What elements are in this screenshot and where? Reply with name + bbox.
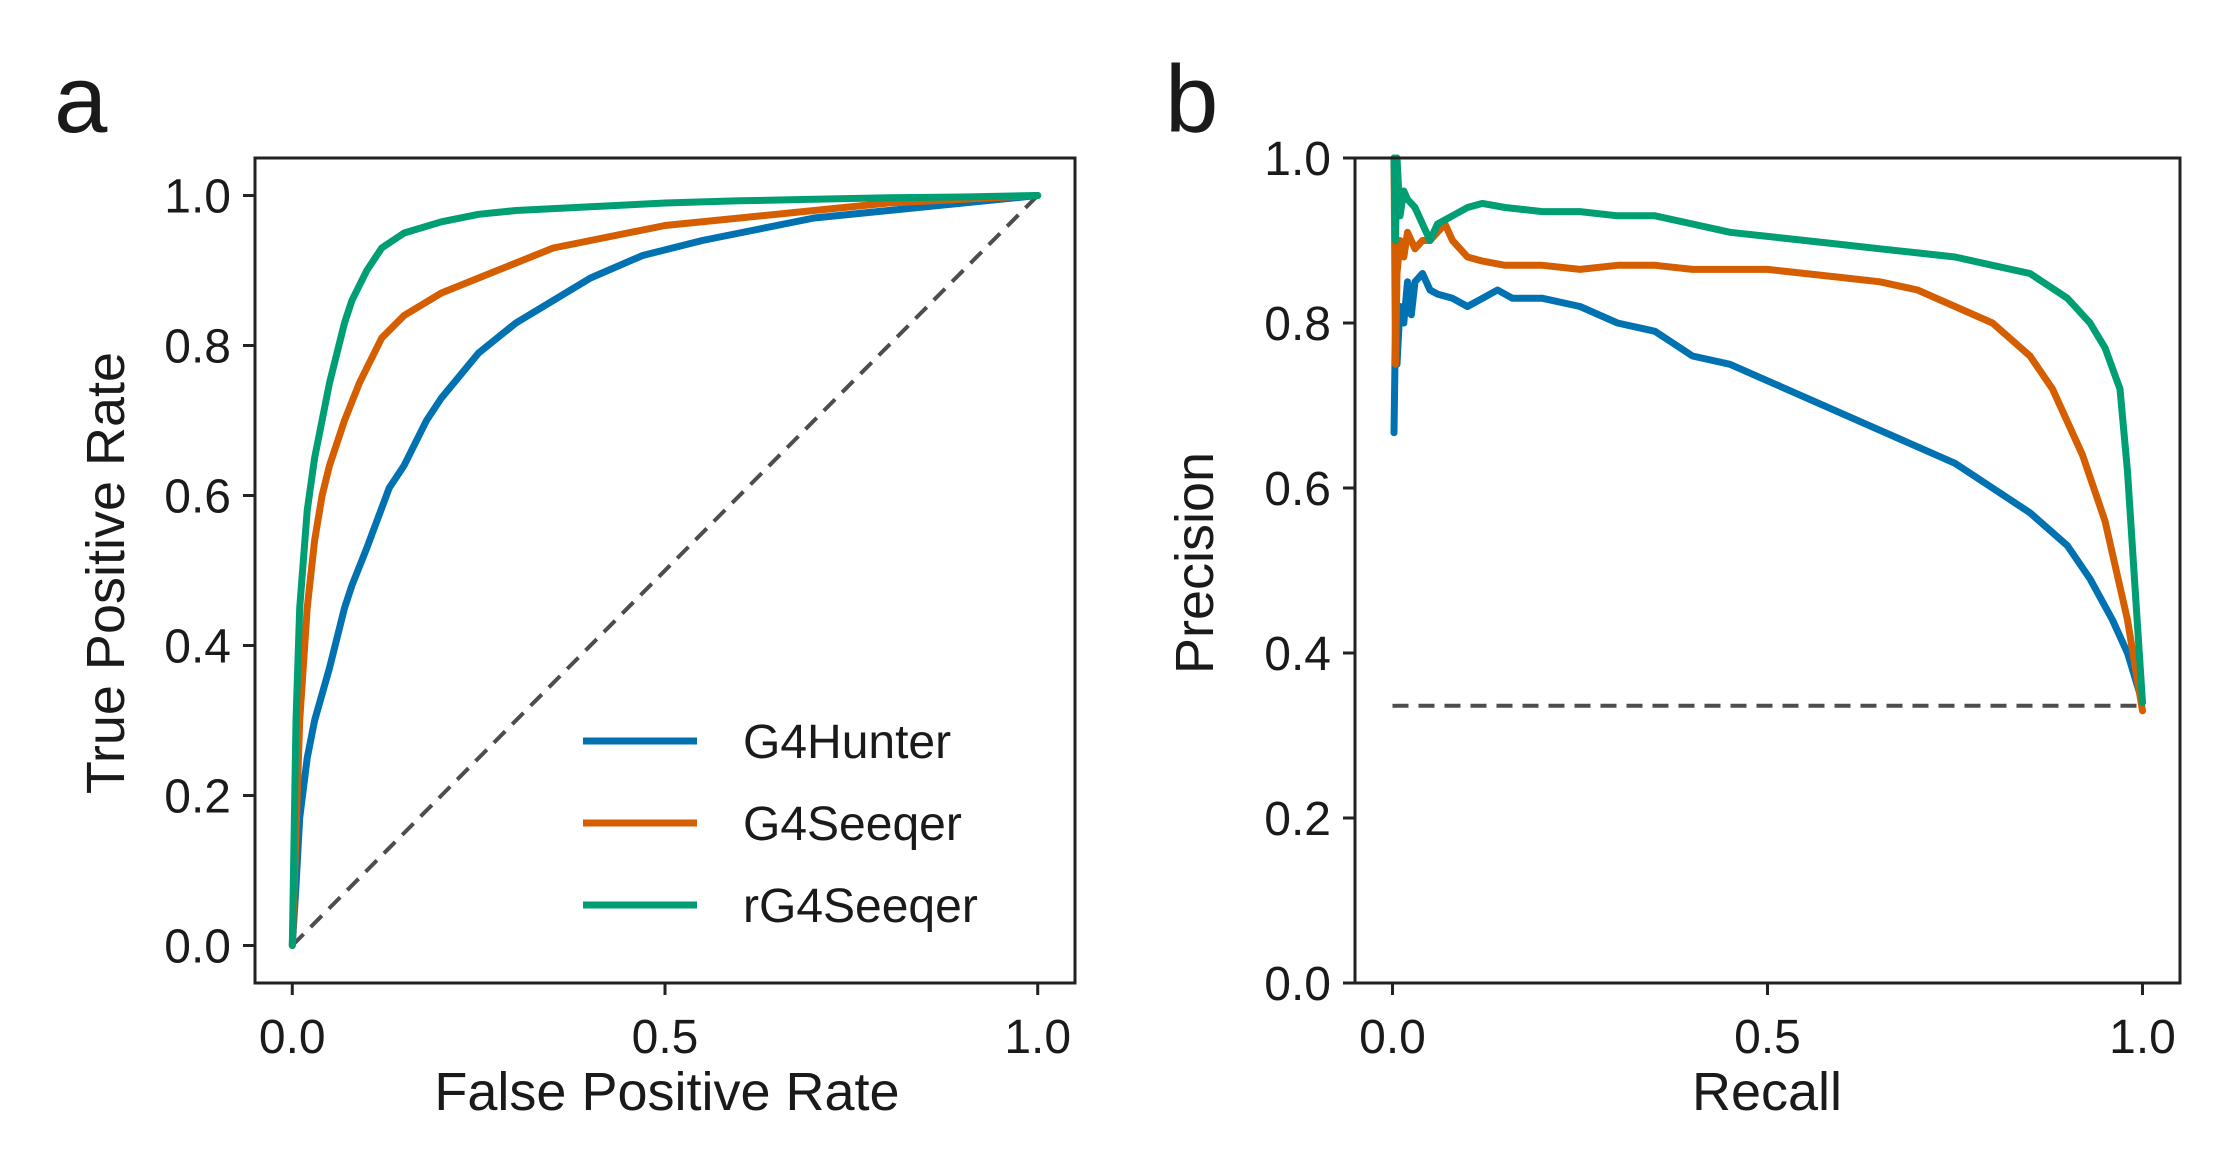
roc-chance-baseline [290,194,1040,947]
panel-letter-b: b [1165,46,1218,153]
pr-y-tick-label: 0.8 [1264,298,1331,351]
roc-tick-layer: 0.0 0.5 1.0 0.0 0.2 0.4 0.6 0.8 1.0 [164,171,1071,1065]
roc-series-line-rg4seeqer [288,192,1042,949]
roc-y-tick-label: 0.2 [164,771,231,824]
pr-y-tick-label: 0.6 [1264,463,1331,516]
roc-y-tick-label: 0.6 [164,471,231,524]
pr-series-line-rg4seeqer [1390,154,2146,706]
pr-y-tick-label: 1.0 [1264,133,1331,186]
pr-panel: 0.0 0.5 1.0 0.0 0.2 0.4 0.6 0.8 1.0 Recall Preci… [1165,133,2182,1122]
legend-label-rg4seeqer: rG4Seeqer [743,880,978,933]
pr-x-axis-label: Recall [1692,1062,1842,1122]
pr-series-layer [1390,154,2146,715]
pr-y-tick-label: 0.4 [1264,628,1331,681]
roc-x-tick-label: 1.0 [1004,1011,1071,1064]
pr-y-axis-label: Precision [1165,452,1225,674]
roc-series-layer [288,192,1042,949]
pr-tick-layer: 0.0 0.5 1.0 0.0 0.2 0.4 0.6 0.8 1.0 [1264,133,2176,1064]
roc-y-tick-label: 0.4 [164,621,231,674]
pr-x-tick-label: 1.0 [2109,1011,2176,1064]
roc-legend: G4Hunter G4Seeqer rG4Seeqer [583,716,978,933]
roc-y-tick-label: 0.0 [164,921,231,974]
legend-label-g4hunter: G4Hunter [743,716,951,769]
roc-x-tick-label: 0.0 [259,1011,326,1064]
roc-y-axis-label: True Positive Rate [76,352,136,794]
roc-series-line-g4hunter [288,192,1042,949]
pr-series-line-g4hunter [1390,270,2146,706]
panel-letter-a: a [54,46,108,153]
roc-x-axis-label: False Positive Rate [434,1062,899,1122]
roc-panel: 0.0 0.5 1.0 0.0 0.2 0.4 0.6 0.8 1.0 False Positi… [76,156,1077,1122]
pr-x-tick-label: 0.5 [1734,1011,1801,1064]
pr-x-tick-label: 0.0 [1359,1011,1426,1064]
pr-series-line-g4seeqer [1390,154,2146,715]
roc-y-tick-label: 1.0 [164,171,231,224]
roc-y-tick-label: 0.8 [164,321,231,374]
roc-x-tick-label: 0.5 [632,1011,699,1064]
pr-axes-frame [1353,156,2182,985]
roc-series-line-g4seeqer [288,192,1042,949]
pr-y-tick-label: 0.0 [1264,958,1331,1011]
pr-y-tick-label: 0.2 [1264,793,1331,846]
legend-label-g4seeqer: G4Seeqer [743,798,962,851]
